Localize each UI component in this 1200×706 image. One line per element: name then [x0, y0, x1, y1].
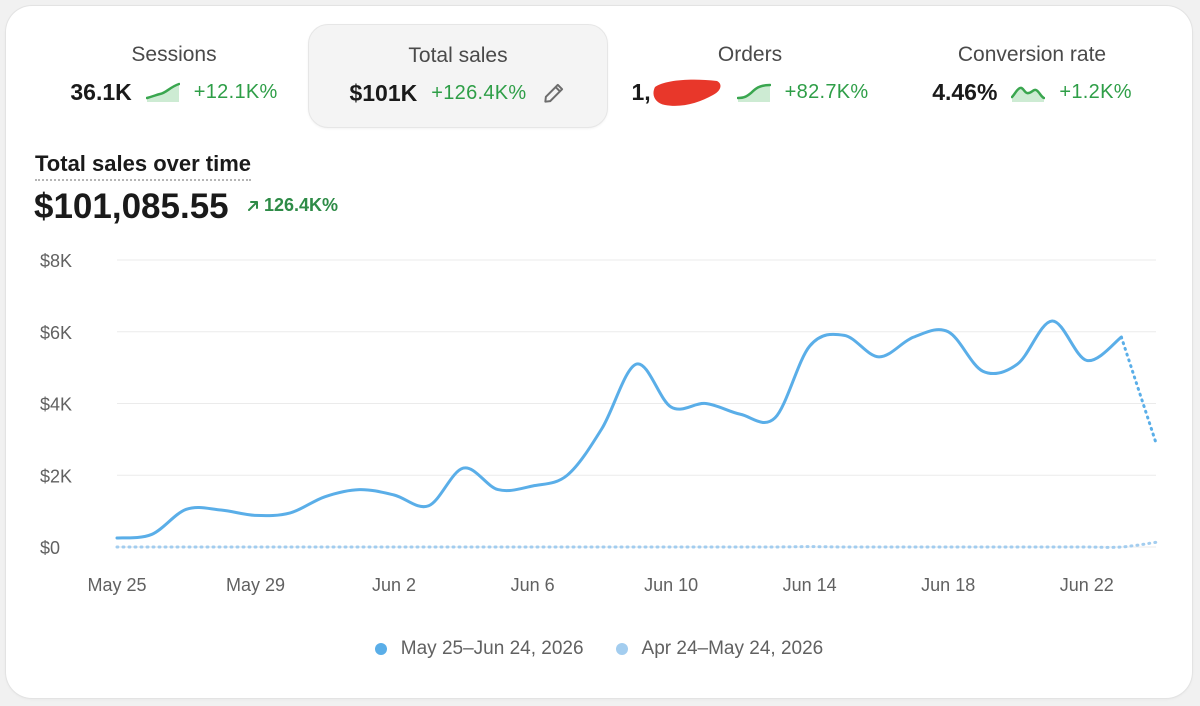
legend-label: May 25–Jun 24, 2026 — [400, 638, 584, 659]
y-tick-label: $2K — [40, 466, 72, 486]
metric-change: +1.2K% — [1059, 80, 1132, 103]
sparkline-icon — [145, 82, 180, 102]
pencil-icon[interactable] — [541, 80, 567, 106]
metric-value: 36.1K — [70, 78, 132, 105]
line-chart[interactable]: $0 $2K $4K $6K $8K May 25 May 29 Jun 2 Jun 6 Jun… — [6, 6, 1192, 626]
metric-value: 1, — [631, 78, 651, 105]
sparkline-icon — [1011, 86, 1046, 102]
metric-value: 4.46% — [932, 78, 998, 105]
x-tick-label: Jun 6 — [511, 575, 555, 595]
y-tick-label: $8K — [40, 251, 72, 271]
chart-change: 126.4K% — [246, 195, 338, 216]
metric-orders[interactable]: Orders 1, +82.7K% — [600, 24, 900, 128]
x-tick-label: Jun 2 — [372, 575, 416, 595]
metric-title: Conversion rate — [957, 43, 1107, 66]
x-tick-label: Jun 10 — [644, 575, 698, 595]
legend-item-previous[interactable]: Apr 24–May 24, 2026 — [615, 638, 824, 660]
x-tick-label: Jun 14 — [783, 575, 837, 595]
metric-total-sales[interactable]: Total sales $101K +126.4K% — [308, 24, 608, 128]
x-tick-label: May 29 — [226, 575, 285, 595]
metric-title: Total sales — [408, 44, 508, 67]
grid-lines — [117, 259, 1156, 548]
metric-conversion-rate[interactable]: Conversion rate 4.46% +1.2K% — [882, 24, 1182, 128]
series-line-current-incomplete — [1119, 335, 1158, 445]
series-lines — [115, 319, 1158, 549]
y-tick-label: $4K — [40, 395, 72, 415]
legend-item-current[interactable]: May 25–Jun 24, 2026 — [374, 638, 584, 660]
point-current — [1156, 442, 1157, 443]
x-tick-label: Jun 22 — [1060, 575, 1114, 595]
arrow-up-right-icon — [248, 200, 258, 211]
metric-title: Sessions — [131, 43, 217, 66]
metric-value: $101K — [349, 79, 418, 106]
chart-change-value: 126.4K% — [264, 195, 339, 215]
legend-dot — [615, 643, 628, 655]
series-line-current — [115, 319, 1123, 540]
y-tick-label: $0 — [40, 538, 60, 558]
x-tick-label: Jun 18 — [921, 575, 975, 595]
y-axis-ticks: $0 $2K $4K $6K $8K — [40, 251, 72, 558]
metric-sessions[interactable]: Sessions 36.1K +12.1K% — [24, 24, 324, 128]
chart-total: $101,085.55 — [34, 187, 229, 226]
redaction-mark — [653, 79, 721, 106]
x-tick-label: May 25 — [87, 575, 146, 595]
metric-change: +126.4K% — [431, 81, 527, 104]
metric-change: +12.1K% — [193, 80, 278, 103]
chart-title[interactable]: Total sales over time — [35, 151, 252, 181]
metric-title: Orders — [717, 43, 783, 66]
legend-label: Apr 24–May 24, 2026 — [641, 638, 824, 659]
chart-legend: May 25–Jun 24, 2026 Apr 24–May 24, 2026 — [6, 638, 1192, 660]
legend-dot — [374, 643, 387, 655]
metric-change: +82.7K% — [784, 80, 869, 103]
analytics-card: Sessions 36.1K +12.1K% Total sales $101K… — [6, 6, 1192, 698]
x-axis-ticks: May 25 May 29 Jun 2 Jun 6 Jun 10 Jun 14 Jun 18… — [87, 575, 1113, 595]
y-tick-label: $6K — [40, 323, 72, 343]
sparkline-icon — [736, 83, 771, 102]
series-line-previous — [115, 540, 1158, 549]
